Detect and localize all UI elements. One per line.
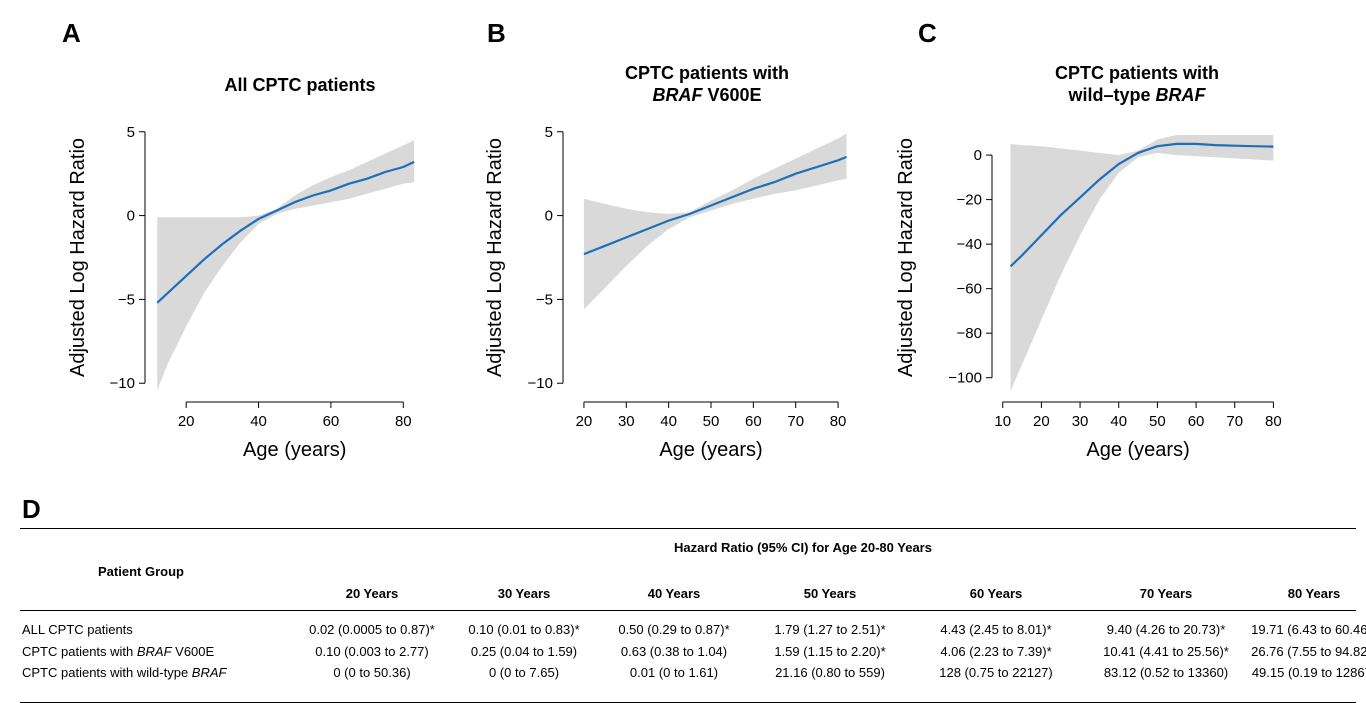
table-cell: 4.06 (2.23 to 7.39)* bbox=[940, 644, 1052, 659]
table-cell: 4.43 (2.45 to 8.01)* bbox=[940, 622, 1052, 637]
table-cell: 49.15 (0.19 to 12867) bbox=[1251, 665, 1366, 680]
age-column-header: 70 Years bbox=[1139, 586, 1193, 601]
table-cell: 26.76 (7.55 to 94.82)* bbox=[1251, 644, 1366, 659]
panel-title-c: CPTC patients with wild–type BRAF bbox=[1054, 63, 1219, 105]
panel-title-b: CPTC patients with BRAF V600E bbox=[624, 63, 789, 105]
x-tick-label: 20 bbox=[1033, 413, 1050, 430]
table-row-label: ALL CPTC patients bbox=[22, 622, 133, 637]
x-tick-label: 60 bbox=[1188, 413, 1205, 430]
age-column-header: 50 Years bbox=[803, 586, 857, 601]
panel-letter-a: A bbox=[62, 18, 81, 48]
table-cell: 0.25 (0.04 to 1.59) bbox=[470, 644, 578, 659]
hazard-ratio-line bbox=[1009, 142, 1274, 268]
table-cell: 10.41 (4.41 to 25.56)* bbox=[1103, 644, 1229, 659]
x-tick-label: 60 bbox=[323, 413, 340, 430]
y-tick-label: −60 bbox=[957, 281, 982, 298]
chart-panel-a: 20 40 60 80 5 0 −5 −10 Age (years) Adjusted Log H… bbox=[67, 124, 415, 461]
hazard-ratio-line bbox=[583, 155, 847, 256]
panel-letter-d: D bbox=[22, 494, 41, 524]
y-axis-title: Adjusted Log Hazard Ratio bbox=[67, 138, 89, 377]
table-cell: 1.59 (1.15 to 2.20)* bbox=[774, 644, 886, 659]
y-tick-label: 5 bbox=[127, 124, 135, 141]
y-tick-label: 0 bbox=[127, 208, 135, 225]
x-tick-label: 70 bbox=[1226, 413, 1243, 430]
y-tick-label: −5 bbox=[536, 291, 553, 308]
table-cell: 21.16 (0.80 to 559) bbox=[775, 665, 885, 680]
x-tick-label: 20 bbox=[576, 413, 593, 430]
panel-letter-b: B bbox=[487, 18, 506, 48]
x-tick-label: 80 bbox=[395, 413, 412, 430]
x-tick-label: 80 bbox=[1265, 413, 1282, 430]
x-tick-label: 50 bbox=[1149, 413, 1166, 430]
table-cell: 128 (0.75 to 22127) bbox=[939, 665, 1053, 680]
x-axis-title: Age (years) bbox=[659, 439, 762, 461]
table-cell: 0.10 (0.003 to 2.77) bbox=[315, 644, 429, 659]
table-cell: 9.40 (4.26 to 20.73)* bbox=[1106, 622, 1226, 637]
age-column-header: 20 Years bbox=[345, 586, 399, 601]
y-tick-label: 0 bbox=[545, 208, 553, 225]
x-tick-label: 70 bbox=[787, 413, 804, 430]
table-cell: 83.12 (0.52 to 13360) bbox=[1103, 665, 1229, 680]
y-axis-title: Adjusted Log Hazard Ratio bbox=[895, 138, 917, 377]
table-cell: 0 (0 to 7.65) bbox=[488, 665, 560, 680]
table-row-label: CPTC patients with BRAF V600E bbox=[22, 644, 215, 659]
hazard-ratio-line bbox=[156, 160, 415, 304]
table-cell: 0.63 (0.38 to 1.04) bbox=[620, 644, 728, 659]
y-tick-label: 0 bbox=[974, 147, 982, 164]
y-tick-label: −10 bbox=[528, 375, 553, 392]
table-group-header: Hazard Ratio (95% CI) for Age 20-80 Year… bbox=[674, 540, 932, 555]
x-tick-label: 40 bbox=[660, 413, 677, 430]
table-cell: 0 (0 to 50.36) bbox=[333, 665, 411, 680]
table-cell: 1.79 (1.27 to 2.51)* bbox=[774, 622, 886, 637]
table-cell: 0.01 (0 to 1.61) bbox=[629, 665, 719, 680]
table-cell: 0.10 (0.01 to 0.83)* bbox=[468, 622, 580, 637]
patient-group-header: Patient Group bbox=[98, 564, 184, 579]
age-column-header: 40 Years bbox=[647, 586, 701, 601]
x-tick-label: 10 bbox=[994, 413, 1011, 430]
y-tick-label: −80 bbox=[957, 325, 982, 342]
confidence-band bbox=[1010, 135, 1274, 392]
x-axis-title: Age (years) bbox=[243, 439, 346, 461]
x-tick-label: 30 bbox=[1072, 413, 1089, 430]
age-column-header: 30 Years bbox=[497, 586, 551, 601]
y-tick-label: −40 bbox=[957, 236, 982, 253]
x-tick-label: 40 bbox=[1110, 413, 1127, 430]
x-axis-title: Age (years) bbox=[1086, 439, 1189, 461]
confidence-band bbox=[583, 133, 847, 310]
table-cell: 0.02 (0.0005 to 0.87)* bbox=[309, 622, 435, 637]
x-tick-label: 20 bbox=[178, 413, 195, 430]
y-tick-label: −10 bbox=[110, 375, 135, 392]
table-header-rule bbox=[20, 610, 1356, 611]
y-tick-label: −100 bbox=[948, 370, 982, 387]
y-tick-label: −20 bbox=[957, 192, 982, 209]
table-cell: 0.50 (0.29 to 0.87)* bbox=[618, 622, 730, 637]
x-tick-label: 80 bbox=[830, 413, 847, 430]
x-tick-label: 40 bbox=[250, 413, 267, 430]
panel-letter-c: C bbox=[918, 18, 937, 48]
chart-panel-c: 10 20 30 40 50 60 70 80 0 −20 −40 −60 −80 −100 Age (ye… bbox=[895, 135, 1282, 461]
y-tick-label: 5 bbox=[545, 124, 553, 141]
table-cell: 19.71 (6.43 to 60.46)* bbox=[1251, 622, 1366, 637]
table-row-label: CPTC patients with wild-type BRAF bbox=[22, 665, 227, 680]
age-column-header: 80 Years bbox=[1287, 586, 1341, 601]
x-tick-label: 60 bbox=[745, 413, 762, 430]
y-tick-label: −5 bbox=[118, 291, 135, 308]
x-tick-label: 50 bbox=[703, 413, 720, 430]
age-column-header: 60 Years bbox=[969, 586, 1023, 601]
table-top-rule bbox=[20, 528, 1356, 529]
y-axis-title: Adjusted Log Hazard Ratio bbox=[484, 138, 506, 377]
confidence-band bbox=[157, 140, 415, 390]
x-tick-label: 30 bbox=[618, 413, 635, 430]
panel-title-a: All CPTC patients bbox=[224, 75, 376, 95]
